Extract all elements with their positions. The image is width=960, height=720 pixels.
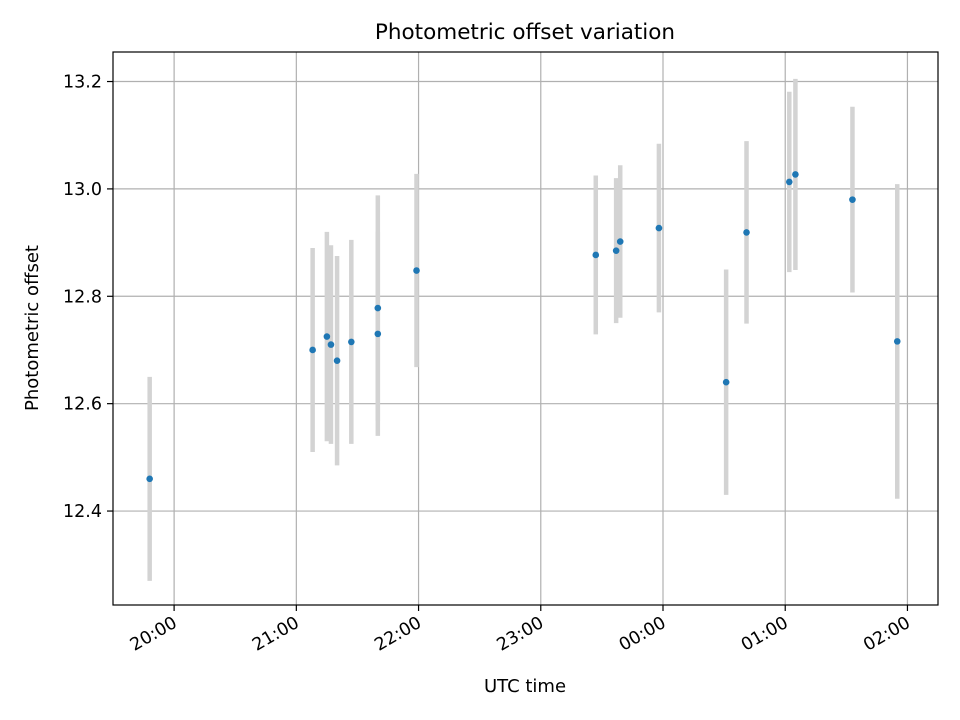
- data-point: [374, 304, 382, 312]
- y-tick-label: 12.4: [63, 502, 102, 522]
- y-axis-label: Photometric offset: [22, 245, 43, 411]
- data-point: [333, 357, 341, 365]
- data-point: [146, 475, 153, 483]
- grid-lines: [113, 52, 938, 605]
- y-tick-label: 12.6: [63, 395, 102, 415]
- y-tick-label: 13.2: [63, 73, 102, 93]
- data-point: [413, 267, 420, 274]
- data-point: [722, 378, 730, 386]
- x-axis-label: UTC time: [484, 676, 566, 697]
- data-point: [792, 171, 799, 178]
- plot-frame: [112, 51, 939, 606]
- data-point: [893, 338, 901, 345]
- data-points: [146, 171, 901, 483]
- data-point: [592, 251, 600, 259]
- data-point: [849, 196, 856, 203]
- data-point: [743, 229, 750, 236]
- data-point: [323, 333, 331, 340]
- data-point: [348, 338, 355, 346]
- data-point: [327, 341, 335, 348]
- chart-title: Photometric offset variation: [375, 20, 675, 45]
- data-point: [655, 224, 663, 232]
- data-point: [309, 346, 316, 354]
- data-point: [374, 330, 382, 338]
- y-tick-label: 12.8: [63, 287, 102, 307]
- data-point: [612, 247, 620, 254]
- data-point: [616, 238, 624, 245]
- data-point: [785, 178, 793, 186]
- y-tick-label: 13.0: [63, 180, 102, 200]
- y-axis-ticks: 12.4 12.6 12.8 13.0 13.2: [63, 73, 113, 522]
